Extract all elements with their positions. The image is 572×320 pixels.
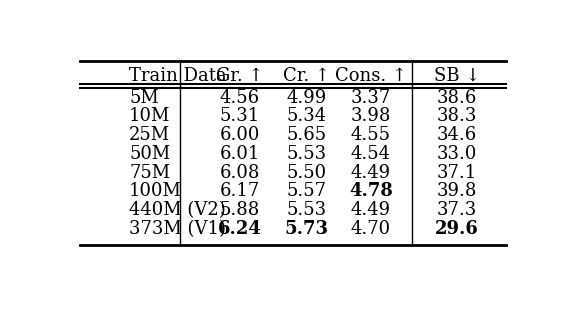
Text: 100M: 100M <box>129 182 182 200</box>
Text: 38.3: 38.3 <box>437 108 478 125</box>
Text: 6.17: 6.17 <box>220 182 260 200</box>
Text: Gr. ↑: Gr. ↑ <box>216 67 264 85</box>
Text: 4.78: 4.78 <box>349 182 392 200</box>
Text: 3.37: 3.37 <box>351 89 391 107</box>
Text: Train Data: Train Data <box>129 67 227 85</box>
Text: 75M: 75M <box>129 164 170 182</box>
Text: 5.53: 5.53 <box>287 145 327 163</box>
Text: 4.54: 4.54 <box>351 145 391 163</box>
Text: 5.34: 5.34 <box>287 108 327 125</box>
Text: 4.99: 4.99 <box>287 89 327 107</box>
Text: 5.57: 5.57 <box>287 182 327 200</box>
Text: 6.08: 6.08 <box>220 164 260 182</box>
Text: 4.56: 4.56 <box>220 89 260 107</box>
Text: 5.65: 5.65 <box>287 126 327 144</box>
Text: Cr. ↑: Cr. ↑ <box>283 67 330 85</box>
Text: 440M (V2): 440M (V2) <box>129 201 226 219</box>
Text: 39.8: 39.8 <box>437 182 478 200</box>
Text: 37.3: 37.3 <box>437 201 477 219</box>
Text: 5.50: 5.50 <box>287 164 327 182</box>
Text: 5.73: 5.73 <box>284 220 328 238</box>
Text: 33.0: 33.0 <box>437 145 478 163</box>
Text: 34.6: 34.6 <box>437 126 477 144</box>
Text: 5M: 5M <box>129 89 159 107</box>
Text: 25M: 25M <box>129 126 170 144</box>
Text: 5.53: 5.53 <box>287 201 327 219</box>
Text: 6.00: 6.00 <box>220 126 260 144</box>
Text: 4.49: 4.49 <box>351 164 391 182</box>
Text: 4.49: 4.49 <box>351 201 391 219</box>
Text: SB ↓: SB ↓ <box>434 67 480 85</box>
Text: Cons. ↑: Cons. ↑ <box>335 67 407 85</box>
Text: 3.98: 3.98 <box>351 108 391 125</box>
Text: 5.88: 5.88 <box>220 201 260 219</box>
Text: 10M: 10M <box>129 108 170 125</box>
Text: 4.70: 4.70 <box>351 220 391 238</box>
Text: 50M: 50M <box>129 145 170 163</box>
Text: 373M (V1): 373M (V1) <box>129 220 226 238</box>
Text: 5.31: 5.31 <box>220 108 260 125</box>
Text: 29.6: 29.6 <box>435 220 479 238</box>
Text: 37.1: 37.1 <box>437 164 477 182</box>
Text: 4.55: 4.55 <box>351 126 391 144</box>
Text: 38.6: 38.6 <box>437 89 478 107</box>
Text: 6.01: 6.01 <box>220 145 260 163</box>
Text: 6.24: 6.24 <box>218 220 262 238</box>
